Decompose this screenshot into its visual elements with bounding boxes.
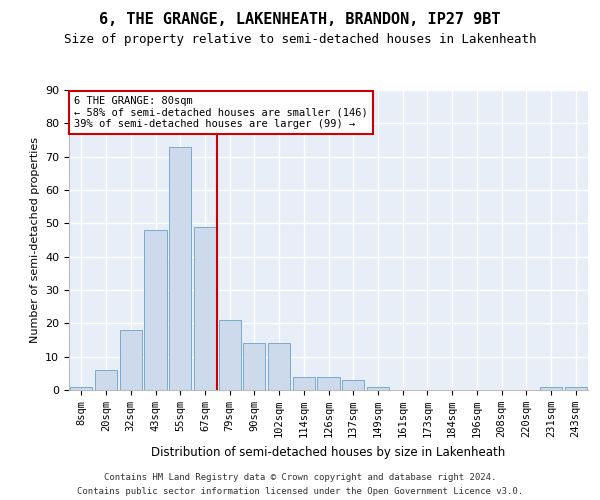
Y-axis label: Number of semi-detached properties: Number of semi-detached properties (29, 137, 40, 343)
Bar (367, 386, 389, 390)
Bar (565, 386, 587, 390)
Bar (70, 386, 92, 390)
Bar (268, 344, 290, 390)
X-axis label: Distribution of semi-detached houses by size in Lakenheath: Distribution of semi-detached houses by … (151, 446, 506, 458)
Bar (243, 344, 265, 390)
Bar (119, 330, 142, 390)
Bar (342, 380, 364, 390)
Bar (95, 370, 117, 390)
Bar (169, 146, 191, 390)
Bar (218, 320, 241, 390)
Bar (293, 376, 315, 390)
Text: Contains HM Land Registry data © Crown copyright and database right 2024.: Contains HM Land Registry data © Crown c… (104, 472, 496, 482)
Text: 6 THE GRANGE: 80sqm
← 58% of semi-detached houses are smaller (146)
39% of semi-: 6 THE GRANGE: 80sqm ← 58% of semi-detach… (74, 96, 368, 129)
Bar (145, 230, 167, 390)
Bar (194, 226, 216, 390)
Text: Size of property relative to semi-detached houses in Lakenheath: Size of property relative to semi-detach… (64, 32, 536, 46)
Bar (317, 376, 340, 390)
Text: Contains public sector information licensed under the Open Government Licence v3: Contains public sector information licen… (77, 488, 523, 496)
Bar (540, 386, 562, 390)
Text: 6, THE GRANGE, LAKENHEATH, BRANDON, IP27 9BT: 6, THE GRANGE, LAKENHEATH, BRANDON, IP27… (99, 12, 501, 28)
